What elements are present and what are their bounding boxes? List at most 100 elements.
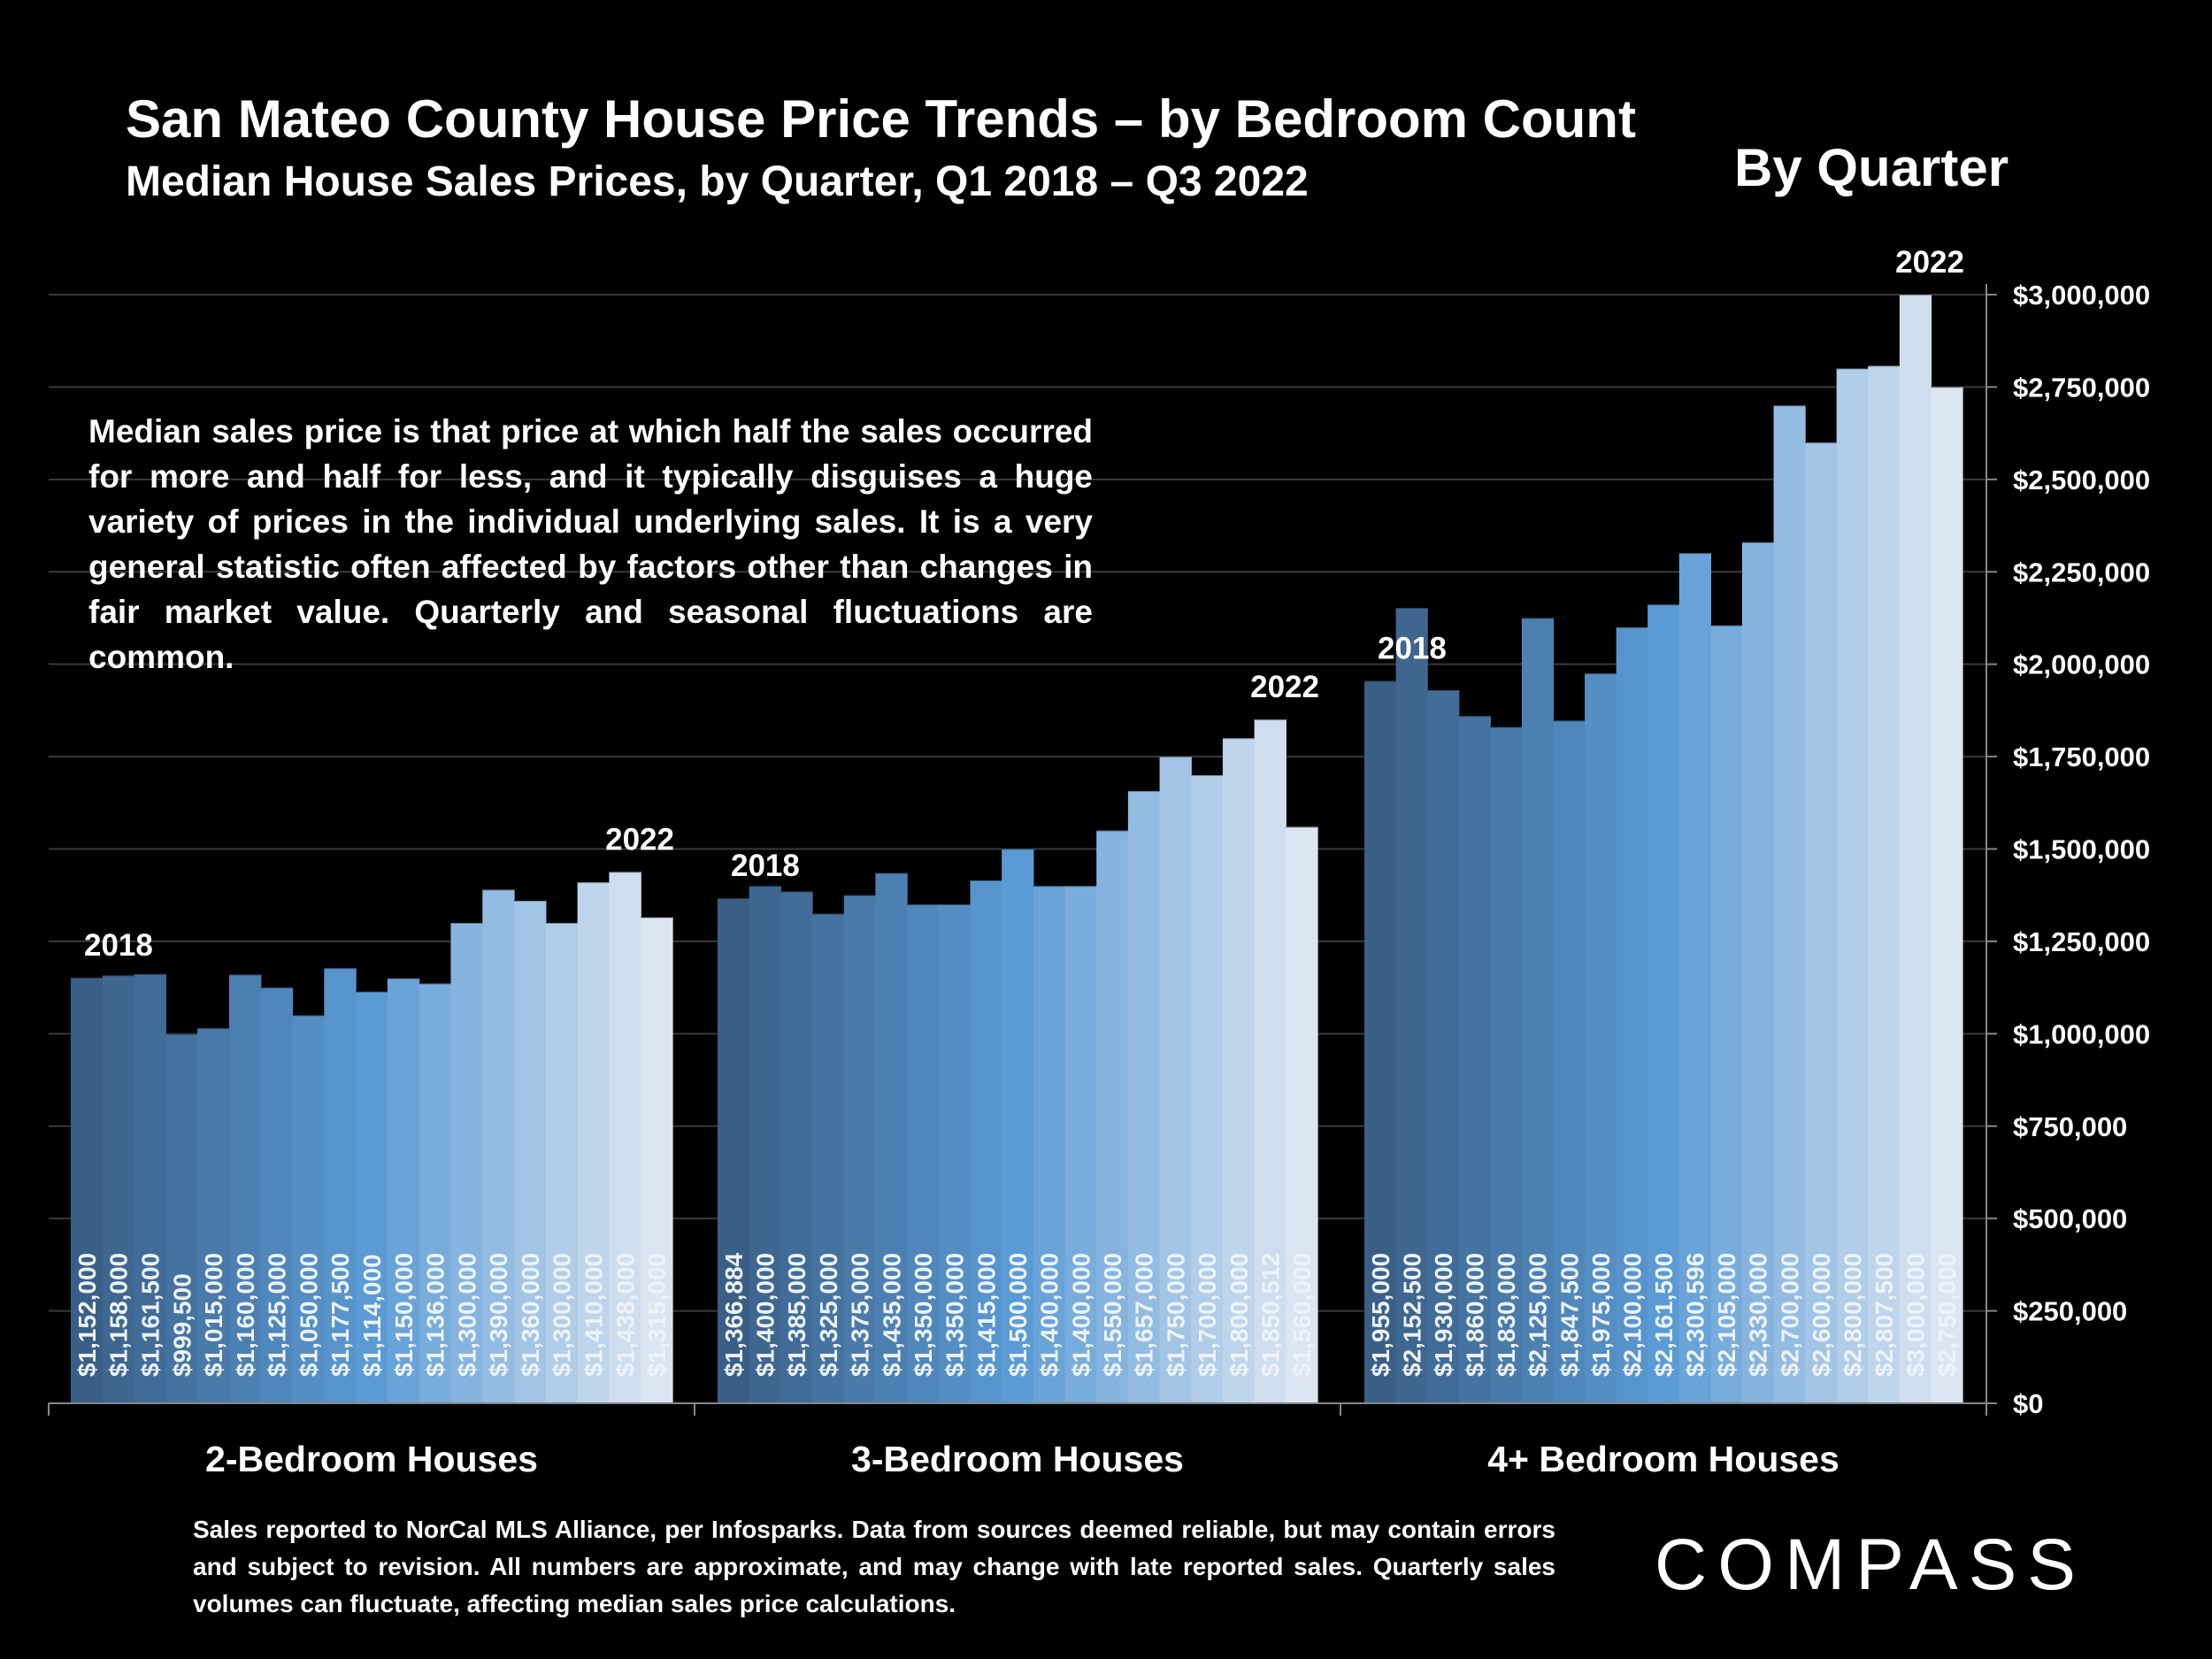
bar [1427, 689, 1460, 1403]
y-tick-label: $500,000 [2013, 1203, 2127, 1234]
bar-value-label: $1,325,000 [815, 1253, 842, 1377]
bar-value-label: $1,390,000 [485, 1253, 512, 1377]
bar [780, 891, 813, 1403]
bar [545, 923, 579, 1403]
bar-value-label: $1,177,500 [326, 1253, 354, 1377]
bar [134, 973, 166, 1403]
bar-value-label: $1,800,000 [1225, 1253, 1253, 1377]
bar-value-label: $1,360,000 [517, 1253, 544, 1377]
bar [1096, 830, 1129, 1403]
source-footnote: Sales reported to NorCal MLS Alliance, p… [193, 1516, 1555, 1617]
bar-value-label: $1,366,884 [720, 1252, 748, 1377]
bar [514, 900, 547, 1403]
bar [938, 904, 972, 1403]
group-label: 4+ Bedroom Houses [1487, 1439, 1839, 1479]
end-year-label: 2022 [1895, 245, 1964, 280]
bar-value-label: $1,830,000 [1493, 1253, 1520, 1377]
bar [1521, 618, 1555, 1403]
bar-value-label: $1,350,000 [910, 1253, 937, 1377]
bar-value-label: $2,800,000 [1839, 1253, 1866, 1377]
bar-value-label: $1,125,000 [264, 1253, 291, 1377]
bar-value-label: $1,700,000 [1194, 1253, 1221, 1377]
bar-value-label: $1,315,000 [643, 1253, 671, 1377]
bar [419, 983, 452, 1403]
bar-value-label: $1,050,000 [295, 1253, 322, 1377]
bar-value-label: $1,158,000 [105, 1253, 133, 1377]
y-tick-label: $2,250,000 [2013, 557, 2150, 588]
bar [482, 889, 515, 1403]
y-tick-label: $0 [2013, 1388, 2043, 1419]
bar [875, 872, 908, 1403]
bar-value-label: $2,300,596 [1682, 1253, 1709, 1377]
bar-value-label: $2,152,500 [1398, 1253, 1425, 1377]
bar-value-label: $2,700,000 [1776, 1253, 1803, 1377]
bar [260, 987, 294, 1403]
y-tick-label: $1,250,000 [2013, 926, 2150, 957]
bar [1033, 886, 1066, 1403]
bar [1127, 790, 1161, 1403]
start-year-label: 2018 [1378, 631, 1447, 665]
bar [1458, 716, 1491, 1403]
bar [1805, 442, 1838, 1404]
axes: $0 $250,000 $500,000 $750,000 $1,000,000 $1,2… [48, 245, 2150, 1479]
bar-value-label: $1,955,000 [1367, 1253, 1394, 1377]
bar [165, 1033, 198, 1403]
bar [1395, 607, 1428, 1403]
bar [1899, 295, 1932, 1403]
bar [1773, 405, 1806, 1403]
bar-value-label: $1,150,000 [390, 1253, 418, 1377]
bar [812, 913, 845, 1403]
bar-value-label: $1,975,000 [1587, 1253, 1615, 1377]
y-tick-label: $1,750,000 [2013, 741, 2150, 772]
bar-value-label: $1,300,000 [453, 1253, 480, 1377]
bar-value-label: $1,750,000 [1162, 1253, 1189, 1377]
bar-value-label: $2,750,000 [1933, 1253, 1961, 1377]
y-tick-label: $1,000,000 [2013, 1018, 2150, 1049]
bar-value-label: $1,850,512 [1256, 1253, 1284, 1377]
bar-value-label: $1,860,000 [1462, 1253, 1489, 1377]
bar [356, 991, 388, 1403]
group-label: 2-Bedroom Houses [205, 1439, 538, 1479]
bar [1191, 774, 1224, 1403]
bar-value-label: $2,330,000 [1745, 1253, 1772, 1377]
bar-value-label: $2,100,000 [1618, 1253, 1646, 1377]
y-tick-label: $3,000,000 [2013, 280, 2150, 311]
end-year-label: 2022 [605, 822, 674, 856]
bar-value-label: $1,500,000 [1004, 1253, 1032, 1377]
bar-value-label: $2,807,500 [1870, 1253, 1898, 1377]
bar [1647, 604, 1680, 1403]
bar-value-label: $1,375,000 [847, 1253, 874, 1377]
y-tick-label: $2,000,000 [2013, 649, 2150, 680]
bar [749, 886, 781, 1403]
median-note: Median sales price is that price at whic… [88, 413, 1093, 675]
bar-value-label: $1,400,000 [752, 1253, 780, 1377]
bar-value-label: $2,600,000 [1808, 1253, 1835, 1377]
bar [1364, 680, 1397, 1403]
bar-value-label: $1,160,000 [232, 1253, 259, 1377]
bar [102, 975, 135, 1403]
bar [1002, 849, 1034, 1403]
bar [1710, 625, 1743, 1403]
bar [1159, 757, 1192, 1403]
bar [843, 895, 877, 1403]
y-tick-label: $2,750,000 [2013, 372, 2150, 403]
bar-value-label: $999,500 [168, 1273, 196, 1377]
bar-value-label: $1,435,000 [878, 1253, 905, 1377]
bar-value-label: $1,136,000 [422, 1253, 449, 1377]
bar [292, 1015, 325, 1403]
bar [387, 978, 420, 1403]
bar [609, 872, 641, 1403]
bar-value-label: $1,657,000 [1131, 1253, 1158, 1377]
bar [197, 1028, 230, 1403]
bar-value-label: $1,114,000 [358, 1254, 386, 1377]
bar [1836, 368, 1869, 1403]
bar-value-label: $2,125,000 [1525, 1253, 1552, 1377]
bar [71, 977, 104, 1403]
bar [1286, 826, 1318, 1403]
bar [324, 968, 357, 1403]
bar-value-label: $1,152,000 [73, 1253, 101, 1377]
y-tick-label: $250,000 [2013, 1296, 2127, 1327]
bar-value-label: $1,560,000 [1288, 1253, 1316, 1377]
bar [450, 923, 483, 1403]
bar-value-label: $1,550,000 [1099, 1253, 1126, 1377]
